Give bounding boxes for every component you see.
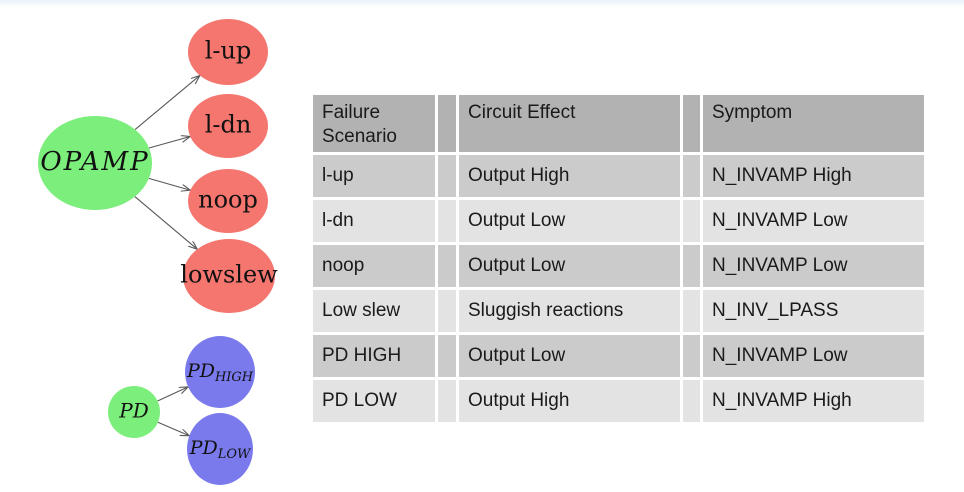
node-lowslew-label: lowslew: [180, 261, 278, 289]
diagram-edges: [134, 75, 200, 436]
edge-pd-to-pd-low: [157, 421, 189, 436]
table-row-3-cell-0: Low slew: [313, 290, 435, 332]
table-row-5-cell-1: Output High: [459, 380, 680, 422]
header-spacer-0: [438, 95, 456, 152]
node-opamp-label: OPAMP: [40, 147, 149, 177]
table-row-1-cell-1: Output Low: [459, 200, 680, 242]
node-l-dn-label: l-dn: [205, 111, 252, 139]
node-pd-shape: [108, 386, 160, 438]
top-highlight-strip: [0, 0, 964, 7]
node-lowslew-shape: [183, 239, 275, 313]
table-row-3-spacer-1: [683, 290, 700, 332]
table-row-2-spacer-0: [438, 245, 456, 287]
node-pd-high: PDHIGH: [185, 336, 255, 408]
node-pd-high-shape: [185, 336, 255, 408]
header-spacer-1: [683, 95, 700, 152]
table-row-0-cell-2: N_INVAMP High: [703, 155, 924, 197]
table-row-5-spacer-0: [438, 380, 456, 422]
col-header-0: Failure Scenario: [313, 95, 435, 152]
edge-opamp-to-lowslew: [134, 196, 197, 250]
node-pd-low-shape: [187, 413, 253, 485]
table-row-5-cell-0: PD LOW: [313, 380, 435, 422]
table-row-1-cell-0: l-dn: [313, 200, 435, 242]
node-l-up: l-up: [188, 19, 268, 85]
node-l-dn: l-dn: [188, 94, 268, 158]
node-l-dn-shape: [188, 94, 268, 158]
table-row-2-cell-0: noop: [313, 245, 435, 287]
table-row-2-spacer-1: [683, 245, 700, 287]
col-header-2: Symptom: [703, 95, 924, 152]
table-row-4-cell-2: N_INVAMP Low: [703, 335, 924, 377]
table-row-4-spacer-1: [683, 335, 700, 377]
node-pd-low: PDLOW: [187, 413, 253, 485]
node-opamp: OPAMP: [38, 116, 152, 210]
failure-scenario-table: Failure Scenario Circuit Effect Symptom l-u…: [313, 95, 924, 422]
node-opamp-shape: [38, 116, 152, 210]
table-row-5-spacer-1: [683, 380, 700, 422]
table-row-4-cell-1: Output Low: [459, 335, 680, 377]
table-row-5-cell-2: N_INVAMP High: [703, 380, 924, 422]
table-row-0-cell-1: Output High: [459, 155, 680, 197]
table-row-0-cell-0: l-up: [313, 155, 435, 197]
table-row-4-cell-0: PD HIGH: [313, 335, 435, 377]
table-row-1-cell-2: N_INVAMP Low: [703, 200, 924, 242]
edge-opamp-to-l-dn: [148, 137, 190, 149]
node-pd-low-subscript: LOW: [217, 447, 252, 462]
table-row-0-spacer-1: [683, 155, 700, 197]
node-pd-label: PD: [118, 399, 149, 423]
table-row-1-spacer-1: [683, 200, 700, 242]
node-noop: noop: [188, 169, 268, 233]
node-noop-label: noop: [198, 186, 258, 214]
node-pd: PD: [108, 386, 160, 438]
table-row-1-spacer-0: [438, 200, 456, 242]
node-pd-high-subscript: HIGH: [214, 370, 254, 385]
table-row-2-cell-2: N_INVAMP Low: [703, 245, 924, 287]
edge-opamp-to-l-up: [134, 75, 200, 130]
table-row-4-spacer-0: [438, 335, 456, 377]
table-row-3-cell-1: Sluggish reactions: [459, 290, 680, 332]
node-l-up-label: l-up: [205, 37, 252, 65]
node-l-up-shape: [188, 19, 268, 85]
col-header-1: Circuit Effect: [459, 95, 680, 152]
edge-opamp-to-noop: [148, 177, 190, 190]
table-row-0-spacer-0: [438, 155, 456, 197]
table-row-3-cell-2: N_INV_LPASS: [703, 290, 924, 332]
node-lowslew: lowslew: [180, 239, 278, 313]
edge-pd-to-pd-high: [157, 387, 189, 402]
table-row-2-cell-1: Output Low: [459, 245, 680, 287]
node-noop-shape: [188, 169, 268, 233]
table-row-3-spacer-0: [438, 290, 456, 332]
